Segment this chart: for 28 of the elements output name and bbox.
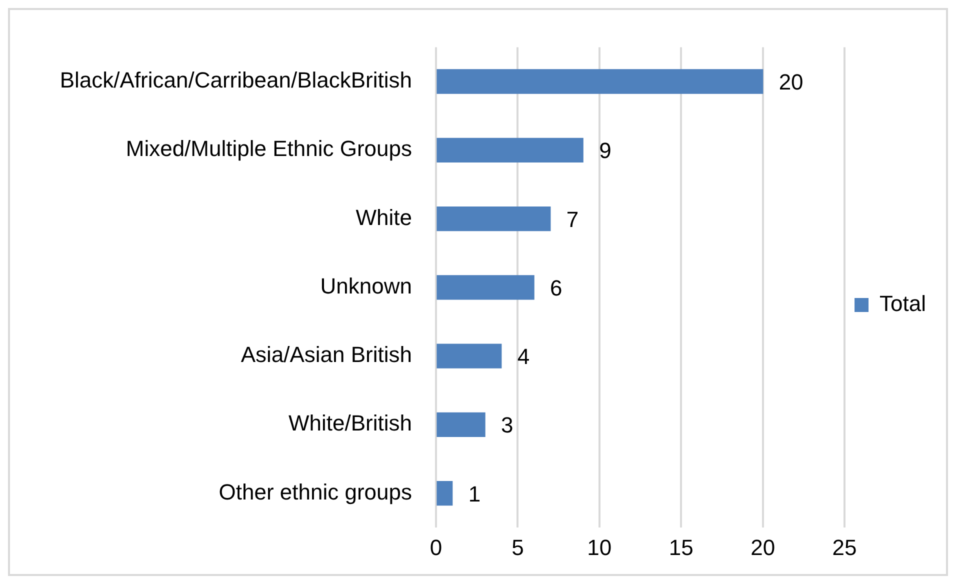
bar: [436, 412, 486, 437]
data-label: 4: [517, 344, 530, 370]
y-tick-label: White/British: [288, 410, 412, 436]
x-tick-label: 10: [587, 534, 612, 560]
y-tick-label: Mixed/Multiple Ethnic Groups: [126, 136, 412, 162]
bar: [436, 69, 764, 94]
x-tick-label: 0: [430, 534, 442, 560]
x-tick-label: 20: [750, 534, 776, 560]
bar: [436, 344, 502, 368]
x-tick-label: 5: [512, 534, 524, 560]
bar: [436, 275, 534, 300]
data-label: 20: [778, 70, 804, 95]
data-label: 6: [550, 275, 562, 300]
x-tick-label: 15: [668, 534, 694, 560]
y-tick-label: Asia/Asian British: [240, 342, 412, 368]
data-label: 7: [566, 206, 579, 232]
data-label: 3: [501, 412, 514, 438]
data-label: 1: [468, 481, 481, 506]
bar: [436, 206, 551, 232]
legend-label: Total: [880, 291, 926, 316]
y-tick-label: White: [356, 204, 412, 230]
bar: [436, 480, 453, 506]
bar: [436, 138, 584, 162]
y-tick-label: Other ethnic groups: [218, 479, 412, 504]
y-tick-label: Unknown: [320, 273, 412, 298]
data-label: 9: [599, 138, 612, 164]
y-tick-label: Black/African/Carribean/BlackBritish: [60, 68, 412, 93]
x-tick-label: 25: [832, 534, 857, 560]
